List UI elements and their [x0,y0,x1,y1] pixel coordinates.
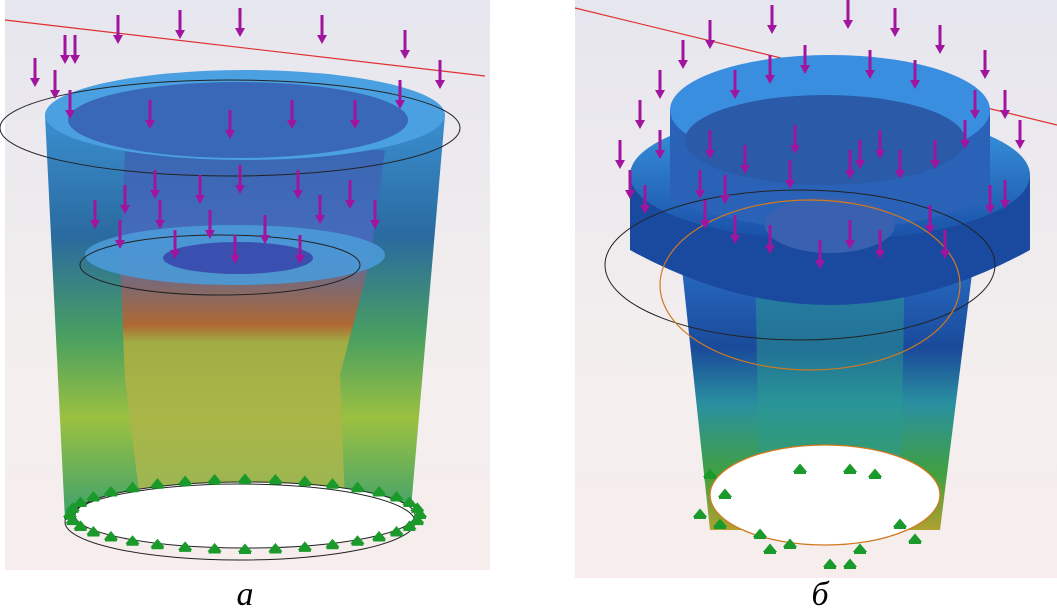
caption: б [811,576,830,613]
base-ring [75,482,415,548]
figure: а б [0,0,1057,614]
panel-a [0,0,490,570]
caption: а [237,576,254,613]
base-ring [710,445,940,545]
inner-bore [765,197,895,253]
hub-bore [685,95,965,185]
body: а б (() => { const data = JSON.parse(doc… [0,0,1057,614]
page: FEA models {"panels": [{"caption": "а"},… [0,0,1057,614]
panel-b [575,0,1057,578]
